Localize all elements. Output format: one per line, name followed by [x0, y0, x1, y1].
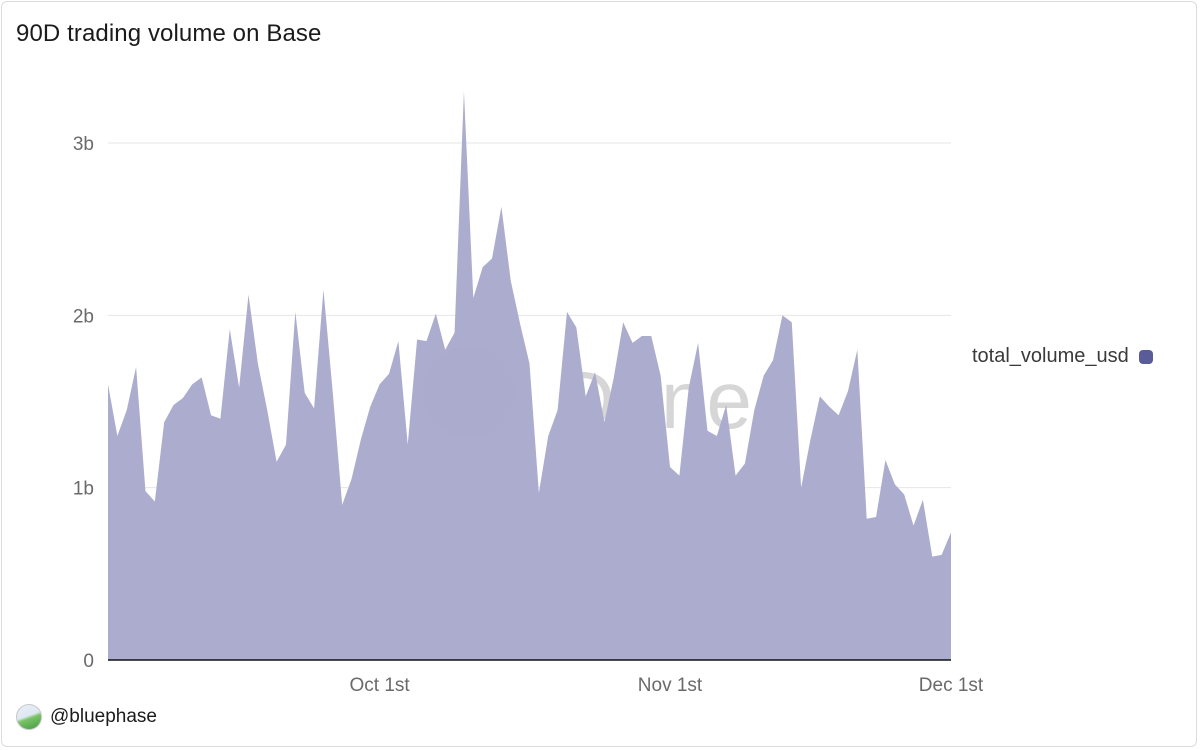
x-axis-ticks: Oct 1st Nov 1st Dec 1st [350, 675, 984, 696]
x-tick-label: Nov 1st [638, 675, 703, 696]
x-tick-label: Oct 1st [350, 675, 411, 696]
globe-avatar-icon [16, 704, 42, 730]
y-tick-label-0: 0 [83, 651, 94, 672]
legend-label: total_volume_usd [972, 345, 1129, 367]
y-tick-label-1b: 1b [73, 479, 94, 500]
y-axis-ticks: 0 1b 2b 3b [73, 134, 94, 672]
y-tick-label-2b: 2b [73, 306, 94, 327]
y-tick-label-3b: 3b [73, 134, 94, 155]
author-handle: @bluephase [50, 706, 157, 727]
author-credit[interactable]: @bluephase [16, 704, 157, 730]
chart-title: 90D trading volume on Base [16, 20, 322, 47]
area-series [108, 91, 951, 661]
legend-swatch [1138, 349, 1153, 364]
area-series-total_volume_usd [108, 91, 951, 661]
x-tick-label: Dec 1st [919, 675, 984, 696]
chart-legend[interactable]: total_volume_usd [972, 345, 1153, 368]
